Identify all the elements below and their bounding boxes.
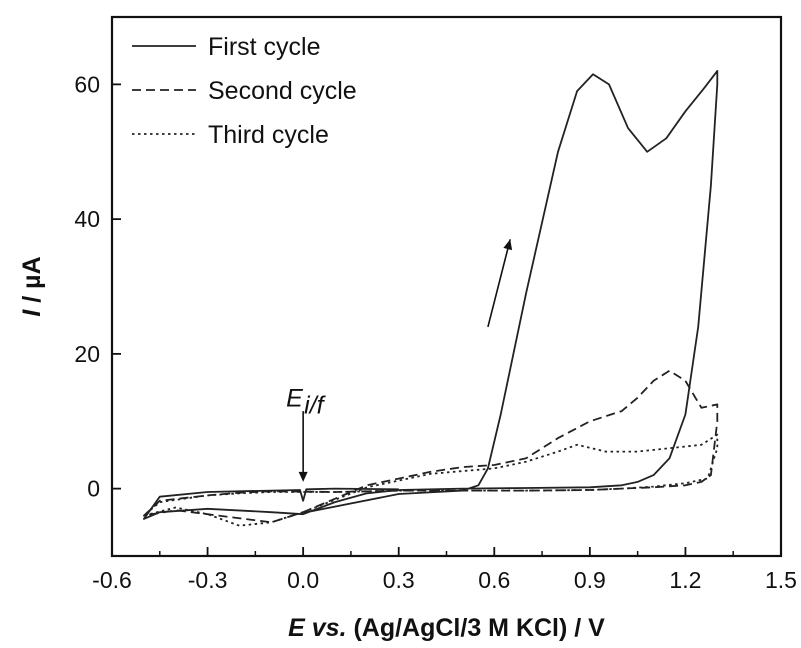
annotation-label: E — [286, 384, 303, 412]
x-tick-label: -0.3 — [188, 567, 228, 593]
scan-direction-arrow-head — [503, 239, 513, 251]
series-line-solid — [143, 70, 719, 520]
y-axis-title-units: / µA — [18, 256, 46, 309]
x-tick-label: 1.5 — [765, 567, 797, 593]
ticks-layer: -0.6 -0.3 0.0 0.3 0.6 0.9 1.2 1.5 0 20 40 60 — [74, 71, 797, 593]
y-axis-title-variable: I — [18, 309, 46, 317]
x-tick-label: 0.9 — [574, 567, 606, 593]
series-line-dashed — [143, 369, 719, 524]
x-tick-label: 0.0 — [287, 567, 319, 593]
legend: First cycle Second cycle Third cycle — [132, 33, 357, 149]
x-tick-label: 0.3 — [383, 567, 415, 593]
x-tick-label: 0.6 — [478, 567, 510, 593]
legend-label: Third cycle — [208, 121, 329, 149]
legend-label: Second cycle — [208, 77, 357, 105]
y-tick-label: 40 — [74, 206, 100, 232]
x-axis-title-units: (Ag/AgCl/3 M KCl) / V — [347, 614, 606, 642]
x-tick-label: -0.6 — [92, 567, 132, 593]
y-tick-label: 60 — [74, 71, 100, 97]
x-axis-title-variable: E vs. — [288, 614, 346, 642]
legend-label: First cycle — [208, 33, 321, 61]
y-tick-label: 0 — [87, 476, 100, 502]
annotation-arrow-head — [298, 471, 308, 482]
series-layer — [143, 70, 719, 527]
y-tick-label: 20 — [74, 341, 100, 367]
series-line-dotted — [143, 433, 719, 527]
annotation-subscript: i/f — [304, 391, 327, 419]
y-axis-title: I / µA — [18, 256, 46, 316]
x-tick-label: 1.2 — [669, 567, 701, 593]
scan-direction-arrow-shaft — [487, 239, 511, 328]
x-axis-title: E vs. (Ag/AgCl/3 M KCl) / V — [288, 614, 605, 642]
